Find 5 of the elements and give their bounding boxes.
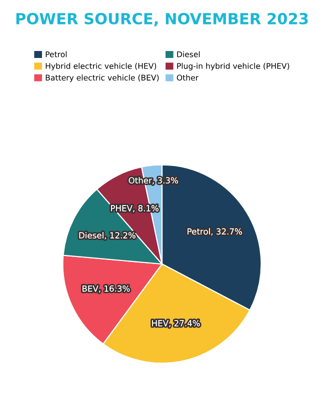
data-label: HEV, 27.4% [152,320,200,328]
data-label: BEV, 16.3% [82,285,130,293]
chart-title: POWER SOURCE, NOVEMBER 2023 [16,12,308,26]
data-label: Diesel, 12.2% [79,232,136,240]
data-label: Petrol, 32.7% [188,228,242,236]
